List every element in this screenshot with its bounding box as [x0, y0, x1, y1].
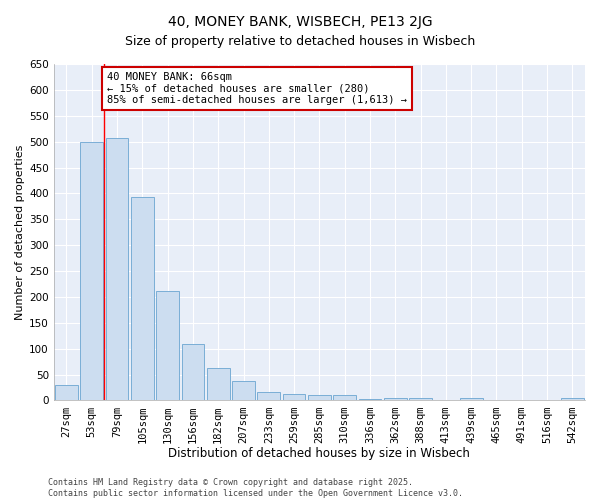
Bar: [232, 381, 255, 400]
Bar: [409, 398, 432, 400]
Text: 40 MONEY BANK: 66sqm
← 15% of detached houses are smaller (280)
85% of semi-deta: 40 MONEY BANK: 66sqm ← 15% of detached h…: [107, 72, 407, 105]
Y-axis label: Number of detached properties: Number of detached properties: [15, 144, 25, 320]
Bar: [384, 398, 407, 400]
Bar: [359, 399, 382, 400]
Bar: [131, 197, 154, 400]
Bar: [561, 398, 584, 400]
Bar: [207, 368, 230, 400]
Text: Size of property relative to detached houses in Wisbech: Size of property relative to detached ho…: [125, 35, 475, 48]
Bar: [283, 394, 305, 400]
Bar: [156, 290, 179, 401]
Bar: [308, 396, 331, 400]
Bar: [55, 385, 78, 400]
Text: Contains HM Land Registry data © Crown copyright and database right 2025.
Contai: Contains HM Land Registry data © Crown c…: [48, 478, 463, 498]
Bar: [257, 392, 280, 400]
Bar: [334, 396, 356, 400]
Bar: [80, 142, 103, 400]
Text: 40, MONEY BANK, WISBECH, PE13 2JG: 40, MONEY BANK, WISBECH, PE13 2JG: [167, 15, 433, 29]
X-axis label: Distribution of detached houses by size in Wisbech: Distribution of detached houses by size …: [169, 447, 470, 460]
Bar: [460, 398, 482, 400]
Bar: [106, 138, 128, 400]
Bar: [182, 344, 204, 400]
